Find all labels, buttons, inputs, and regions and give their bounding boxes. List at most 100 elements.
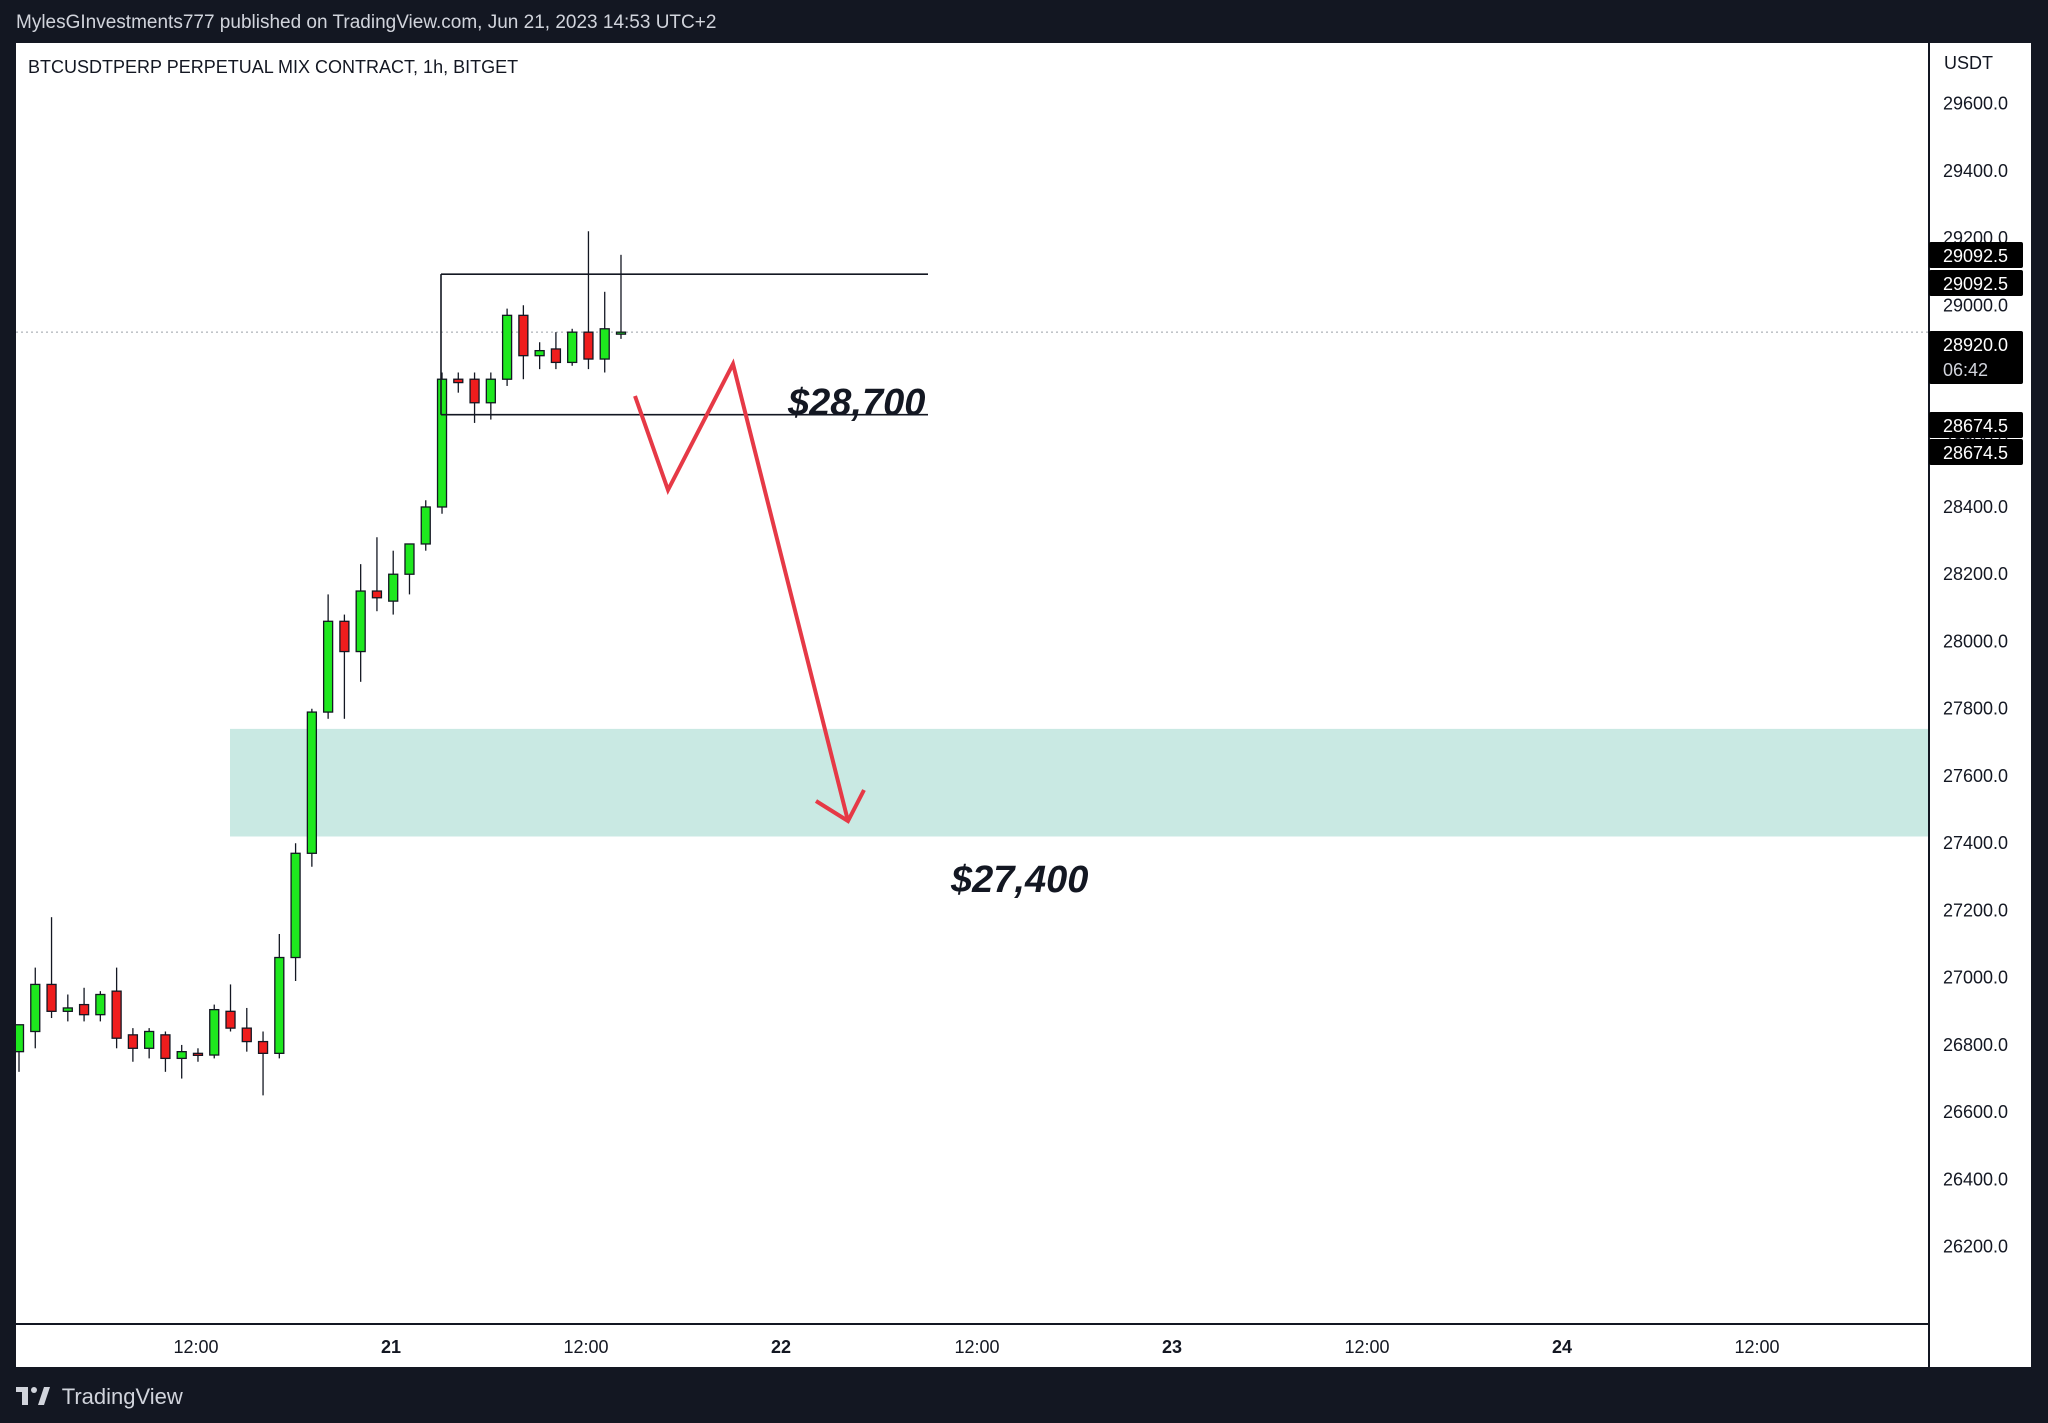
price-label-text: 28674.5 <box>1943 416 2008 436</box>
price-label-background <box>1929 270 2023 296</box>
y-tick-label: 26200.0 <box>1943 1237 2008 1257</box>
candle-body <box>13 1024 25 1053</box>
candle[interactable] <box>95 991 106 1022</box>
price-label-text: 28920.0 <box>1943 335 2008 355</box>
candle[interactable] <box>62 994 73 1022</box>
candle-body <box>453 378 464 384</box>
candle[interactable] <box>355 564 366 682</box>
chart-title: BTCUSDTPERP PERPETUAL MIX CONTRACT, 1h, … <box>28 57 518 77</box>
candle-body <box>518 314 529 357</box>
price-label-background <box>1929 331 2023 384</box>
y-tick-label: 27400.0 <box>1943 833 2008 853</box>
candle-body <box>599 328 610 360</box>
demand-zone <box>230 728 1929 837</box>
candle-body <box>62 1007 73 1012</box>
tradingview-logo[interactable]: TradingView <box>16 1384 183 1410</box>
candle[interactable] <box>46 917 57 1019</box>
projection-arrow-path[interactable] <box>633 358 850 822</box>
candle-body <box>404 543 415 575</box>
candle[interactable] <box>534 342 545 370</box>
countdown-label: 06:42 <box>1943 360 1988 380</box>
candle[interactable] <box>30 967 41 1049</box>
candle[interactable] <box>209 1004 220 1059</box>
publisher-bar: MylesGInvestments777 published on Tradin… <box>0 0 2048 44</box>
candle[interactable] <box>176 1044 187 1079</box>
y-tick-label: 27600.0 <box>1943 766 2008 786</box>
candle-body <box>550 348 562 364</box>
candle[interactable] <box>420 500 431 551</box>
candle[interactable] <box>485 372 496 420</box>
candle-body <box>241 1027 252 1043</box>
price-label-background <box>1929 439 2023 465</box>
y-tick-label: 26800.0 <box>1943 1035 2008 1055</box>
candle-body <box>355 590 366 653</box>
candle[interactable] <box>550 332 562 370</box>
candle-body <box>160 1034 171 1060</box>
candle[interactable] <box>339 614 350 719</box>
candle-body <box>127 1034 139 1049</box>
price-chart[interactable]: $28,700 $27,400 BTCUSDTPERP PERPETUAL MIX… <box>13 43 2031 1367</box>
candle-body <box>30 983 41 1033</box>
candle-body <box>144 1030 155 1049</box>
candle[interactable] <box>241 1007 252 1052</box>
candle[interactable] <box>404 543 415 595</box>
price-label-text: 29092.5 <box>1943 274 2008 294</box>
y-tick-label: 26600.0 <box>1943 1102 2008 1122</box>
candle[interactable] <box>192 1048 204 1062</box>
x-tick-label: 12:00 <box>1344 1337 1389 1357</box>
candle[interactable] <box>144 1028 155 1059</box>
candle[interactable] <box>160 1031 171 1072</box>
candle-body <box>176 1051 187 1060</box>
price-label-background <box>1929 412 2023 438</box>
price-label-badge: 29092.5 <box>1929 270 2023 296</box>
candle[interactable] <box>436 372 448 514</box>
candle-body <box>615 331 627 335</box>
candle-body <box>469 378 480 404</box>
candle-body <box>111 990 122 1039</box>
x-tick-label: 22 <box>771 1337 791 1357</box>
price-label-badge: 28920.0 06:42 <box>1929 331 2023 384</box>
candle-body <box>371 590 383 599</box>
candle-body <box>257 1040 269 1054</box>
candle-body <box>567 331 578 364</box>
x-tick-label: 12:00 <box>1734 1337 1779 1357</box>
candle[interactable] <box>306 708 318 867</box>
candle[interactable] <box>290 843 301 982</box>
y-tick-label: 27000.0 <box>1943 968 2008 988</box>
candle[interactable] <box>322 594 334 719</box>
arrow-head-icon <box>814 789 866 824</box>
candle[interactable] <box>111 967 122 1049</box>
candle[interactable] <box>599 291 610 373</box>
y-tick-label: 29400.0 <box>1943 161 2008 181</box>
candle[interactable] <box>453 372 464 393</box>
candle[interactable] <box>388 550 399 615</box>
candle-body <box>306 711 318 854</box>
candle[interactable] <box>518 305 529 380</box>
tradingview-logo-icon <box>16 1387 50 1405</box>
candle[interactable] <box>225 984 236 1032</box>
candle-body <box>46 983 57 1012</box>
candle[interactable] <box>615 254 627 339</box>
candle[interactable] <box>583 231 594 370</box>
candle-body <box>95 993 106 1016</box>
x-tick-label: 12:00 <box>954 1337 999 1357</box>
target-label-27400: $27,400 <box>950 859 1088 901</box>
candle[interactable] <box>127 1028 139 1062</box>
candle[interactable] <box>274 933 285 1059</box>
candle-body <box>274 956 285 1054</box>
candle[interactable] <box>78 987 90 1022</box>
candle[interactable] <box>501 308 513 386</box>
candle[interactable] <box>257 1031 269 1096</box>
candle[interactable] <box>567 328 578 366</box>
candle-body <box>420 506 431 545</box>
candle-body <box>436 378 448 508</box>
candle-body <box>225 1010 236 1029</box>
candle-body <box>209 1008 220 1056</box>
candle[interactable] <box>371 537 383 612</box>
y-tick-label: 28000.0 <box>1943 631 2008 651</box>
target-label-28700: $28,700 <box>787 382 925 424</box>
candle-body <box>534 349 545 357</box>
x-tick-label: 12:00 <box>173 1337 218 1357</box>
price-label-background <box>1929 242 2023 268</box>
candle-body <box>339 620 350 653</box>
